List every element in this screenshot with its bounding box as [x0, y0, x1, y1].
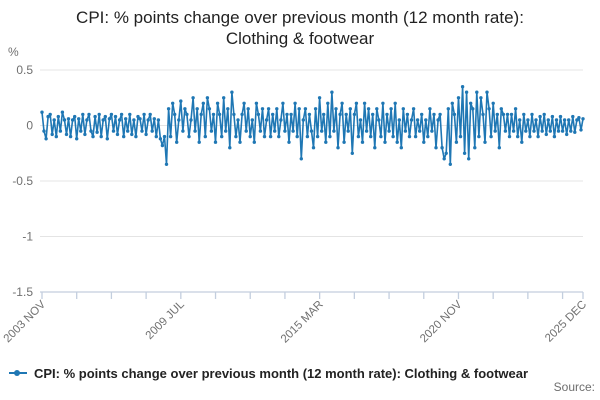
series-cpi-clothing-footwear: [40, 85, 585, 166]
svg-text:-1.5: -1.5: [12, 285, 33, 299]
svg-text:2020 NOV: 2020 NOV: [418, 298, 465, 345]
svg-text:2025 DEC: 2025 DEC: [543, 299, 589, 345]
chart-title: CPI: % points change over previous month…: [0, 7, 600, 49]
chart-title-line1: CPI: % points change over previous month…: [76, 8, 524, 27]
svg-text:2003 NOV: 2003 NOV: [2, 298, 49, 345]
x-axis: [40, 291, 584, 299]
x-axis-labels: 2003 NOV 2009 JUL 2015 MAR 2020 NOV 2025 DEC: [2, 298, 589, 345]
legend: CPI: % points change over previous month…: [8, 364, 596, 382]
svg-text:2009 JUL: 2009 JUL: [144, 298, 188, 342]
svg-text:0: 0: [26, 119, 33, 133]
svg-text:0.5: 0.5: [16, 63, 33, 77]
legend-series-label: CPI: % points change over previous month…: [34, 365, 529, 381]
chart-title-line2: Clothing & footwear: [225, 29, 375, 48]
svg-text:-1: -1: [22, 230, 33, 244]
legend-line-marker-icon: [9, 370, 27, 376]
gridlines: [40, 69, 583, 293]
y-axis-labels: 0.5 0 -0.5 -1 -1.5: [12, 63, 33, 299]
source-note: Source:: [553, 380, 595, 394]
svg-text:-0.5: -0.5: [12, 174, 33, 188]
svg-text:2015 MAR: 2015 MAR: [279, 299, 326, 346]
y-axis-unit-label: %: [8, 45, 19, 59]
